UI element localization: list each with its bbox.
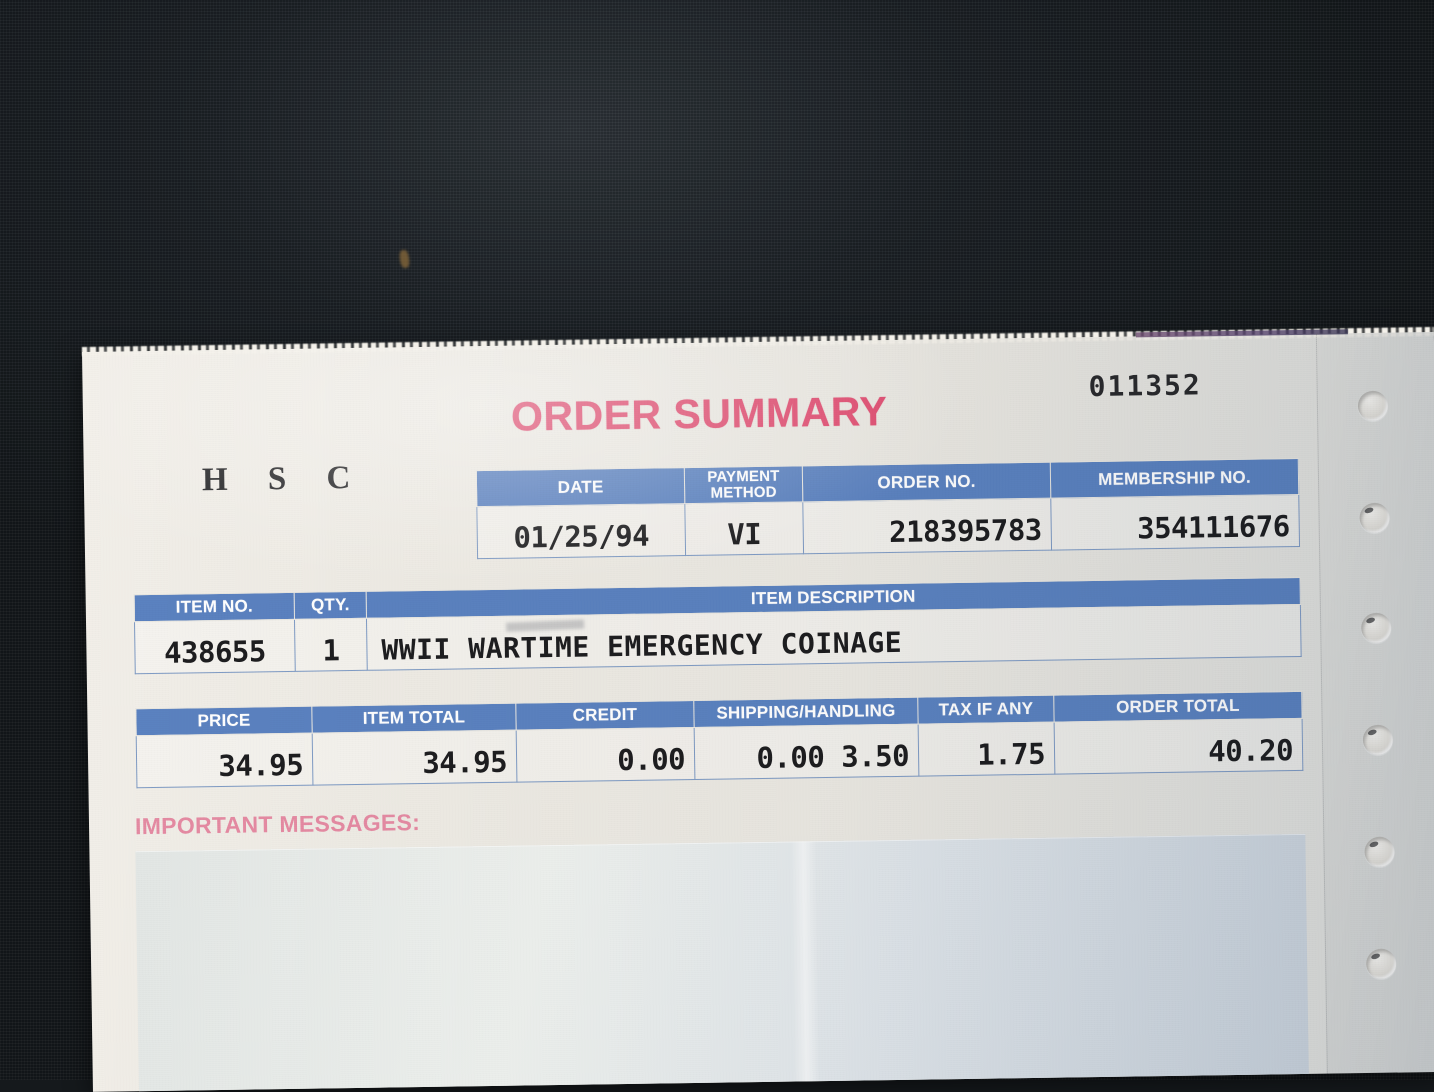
value-date: 01/25/94 — [476, 503, 686, 559]
sprocket-hole — [1365, 948, 1397, 980]
sprocket-hole — [1362, 724, 1394, 756]
value-price: 34.95 — [136, 732, 313, 788]
sprocket-hole — [1361, 612, 1392, 644]
col-header-shipping-handling: SHIPPING/HANDLING — [693, 697, 919, 728]
col-header-qty: QTY. — [294, 591, 367, 620]
col-header-order-no: ORDER NO. — [802, 462, 1051, 503]
col-header-membership-no: MEMBERSHIP NO. — [1050, 458, 1299, 499]
important-messages-box — [135, 833, 1309, 1092]
value-qty: 1 — [294, 617, 368, 672]
col-header-order-total: ORDER TOTAL — [1053, 691, 1303, 722]
col-header-credit: CREDIT — [515, 700, 695, 730]
payment-method-line-2: METHOD — [710, 483, 777, 502]
value-shipping-handling: 0.00 3.50 — [694, 723, 919, 780]
col-header-date: DATE — [476, 467, 685, 507]
value-order-total: 40.20 — [1054, 718, 1303, 774]
form-number: 011352 — [1088, 368, 1203, 404]
value-credit: 0.00 — [516, 727, 695, 782]
value-tax-if-any: 1.75 — [918, 721, 1055, 776]
col-header-price: PRICE — [135, 706, 313, 736]
col-header-tax-if-any: TAX IF ANY — [917, 695, 1055, 724]
totals-table: PRICE ITEM TOTAL CREDIT SHIPPING/HANDLIN… — [135, 691, 1303, 788]
sprocket-hole — [1357, 390, 1389, 422]
col-header-item-total: ITEM TOTAL — [311, 703, 517, 733]
value-item-no: 438655 — [134, 619, 296, 674]
value-membership-no: 354111676 — [1050, 494, 1300, 551]
item-table: ITEM NO. QTY. ITEM DESCRIPTION 438655 1 … — [134, 577, 1302, 674]
value-payment-method: VI — [684, 502, 804, 556]
form-content: ORDER SUMMARY 011352 H S C DATE PAYMENT … — [82, 334, 1327, 1092]
company-logo-hsc: H S C — [201, 459, 367, 499]
sprocket-hole — [1364, 836, 1395, 868]
order-header-table: DATE PAYMENT METHOD ORDER NO. MEMBERSHIP… — [476, 458, 1300, 559]
page-title: ORDER SUMMARY — [510, 388, 888, 440]
table-row: 01/25/94 VI 218395783 354111676 — [476, 494, 1300, 559]
important-messages-label: IMPORTANT MESSAGES: — [134, 809, 421, 840]
sprocket-hole — [1359, 502, 1390, 534]
col-header-item-no: ITEM NO. — [134, 592, 295, 622]
col-header-payment-method: PAYMENT METHOD — [684, 465, 803, 504]
value-order-no: 218395783 — [802, 498, 1052, 555]
order-summary-receipt: ORDER SUMMARY 011352 H S C DATE PAYMENT … — [81, 326, 1434, 1092]
tractor-feed-strip — [1315, 331, 1434, 1074]
value-item-total: 34.95 — [312, 729, 517, 785]
